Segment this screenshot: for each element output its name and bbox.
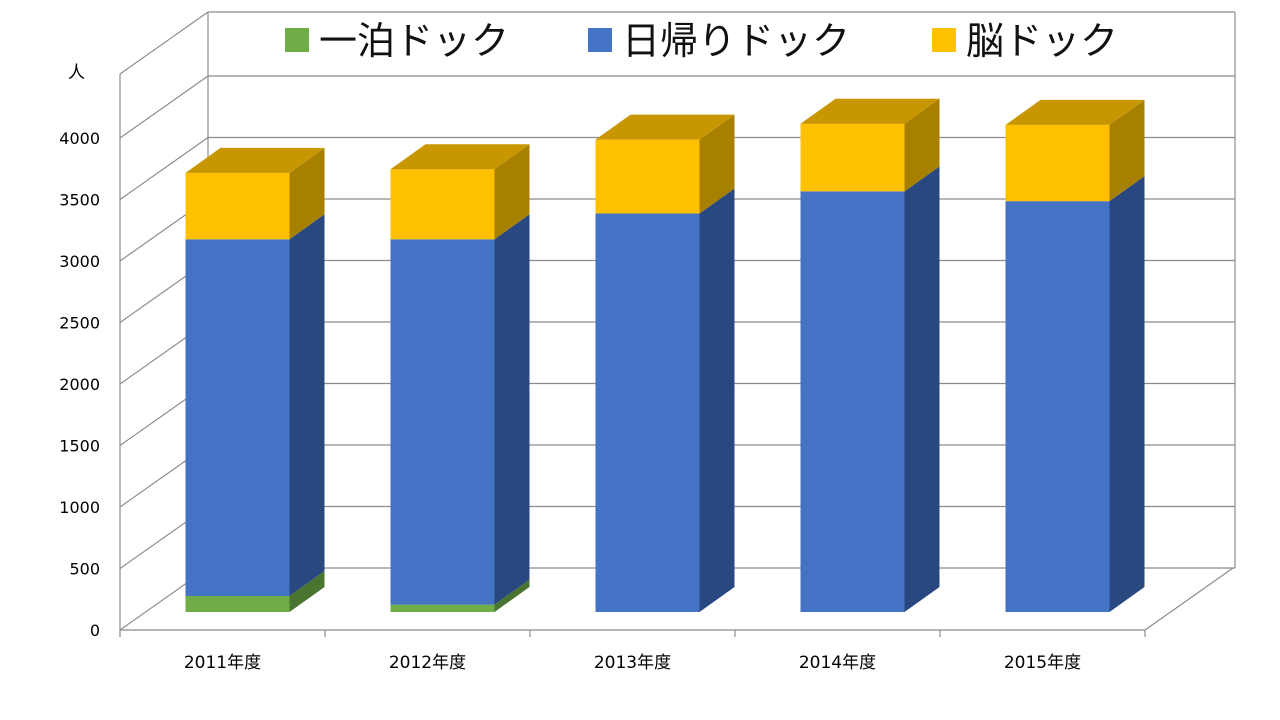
y-tick-label-3000: 3000 [59, 252, 100, 271]
bar-top-4-2 [1005, 99, 1145, 125]
y-tick-label-4000: 4000 [59, 129, 100, 148]
bar-side-0-1 [289, 214, 325, 597]
legend-swatch-1 [588, 28, 612, 52]
bar-1-1 [390, 239, 495, 605]
bar-0-0 [185, 596, 290, 612]
y-tick-label-0: 0 [90, 621, 100, 640]
x-category-label-0: 2011年度 [184, 653, 261, 673]
y-axis-unit-label: 人 [68, 63, 85, 83]
bar-side-2-2 [699, 114, 735, 214]
bar-side-2-1 [699, 188, 735, 613]
legend-label-1: 日帰りドック [622, 19, 850, 63]
y-axis-ticks: 0 500 1000 1500 2000 2500 3000 3500 4000 [59, 129, 100, 640]
bar-side-3-1 [904, 166, 940, 612]
legend-entry-2: 脳ドック [932, 19, 1118, 63]
legend-label-0: 一泊ドック [319, 19, 509, 63]
bar-4-1 [1005, 201, 1110, 612]
bar-top-0-2 [185, 147, 325, 173]
side-gridline-3500 [119, 137, 209, 200]
legend-swatch-0 [285, 28, 309, 52]
bar-1-0 [390, 604, 495, 612]
legend-entry-0: 一泊ドック [285, 19, 509, 63]
x-axis-categories: 2011年度 2012年度 2013年度 2014年度 2015年度 [184, 653, 1081, 673]
bar-side-1-1 [494, 214, 530, 605]
x-category-label-2: 2013年度 [594, 653, 671, 673]
bar-side-3-2 [904, 98, 940, 192]
bar-side-0-0 [289, 571, 325, 612]
bar-side-1-2 [494, 144, 530, 240]
bar-0-1 [185, 239, 290, 597]
x-category-label-4: 2015年度 [1004, 653, 1081, 673]
floor-right-edge [1144, 567, 1234, 631]
bar-side-4-1 [1109, 176, 1145, 612]
bar-top-1-2 [390, 144, 530, 170]
bar-2-1 [595, 213, 700, 613]
bar-side-4-2 [1109, 99, 1145, 202]
bar-2-2 [595, 139, 700, 214]
legend: 一泊ドック 日帰りドック 脳ドック [285, 19, 1118, 63]
bar-side-0-2 [289, 147, 325, 240]
bar-0-2 [185, 172, 290, 240]
y-tick-label-3500: 3500 [59, 191, 100, 210]
bars [185, 98, 1145, 613]
bar-side-1-0 [494, 579, 530, 612]
bar-1-2 [390, 169, 495, 240]
bar-top-3-2 [800, 98, 940, 124]
y-tick-label-2000: 2000 [59, 375, 100, 394]
legend-entry-1: 日帰りドック [588, 19, 850, 63]
side-gridline-4000 [119, 75, 209, 139]
side-gridline-top [119, 11, 209, 75]
legend-swatch-2 [932, 28, 956, 52]
y-tick-label-2500: 2500 [59, 314, 100, 333]
y-tick-label-500: 500 [69, 560, 100, 579]
x-category-label-1: 2012年度 [389, 653, 466, 673]
y-tick-label-1000: 1000 [59, 498, 100, 517]
bar-4-2 [1005, 124, 1110, 202]
bar-3-2 [800, 123, 905, 192]
y-tick-label-1500: 1500 [59, 437, 100, 456]
legend-label-2: 脳ドック [966, 19, 1118, 63]
bar-3-1 [800, 191, 905, 612]
bar-top-2-2 [595, 114, 735, 140]
x-category-label-3: 2014年度 [799, 653, 876, 673]
